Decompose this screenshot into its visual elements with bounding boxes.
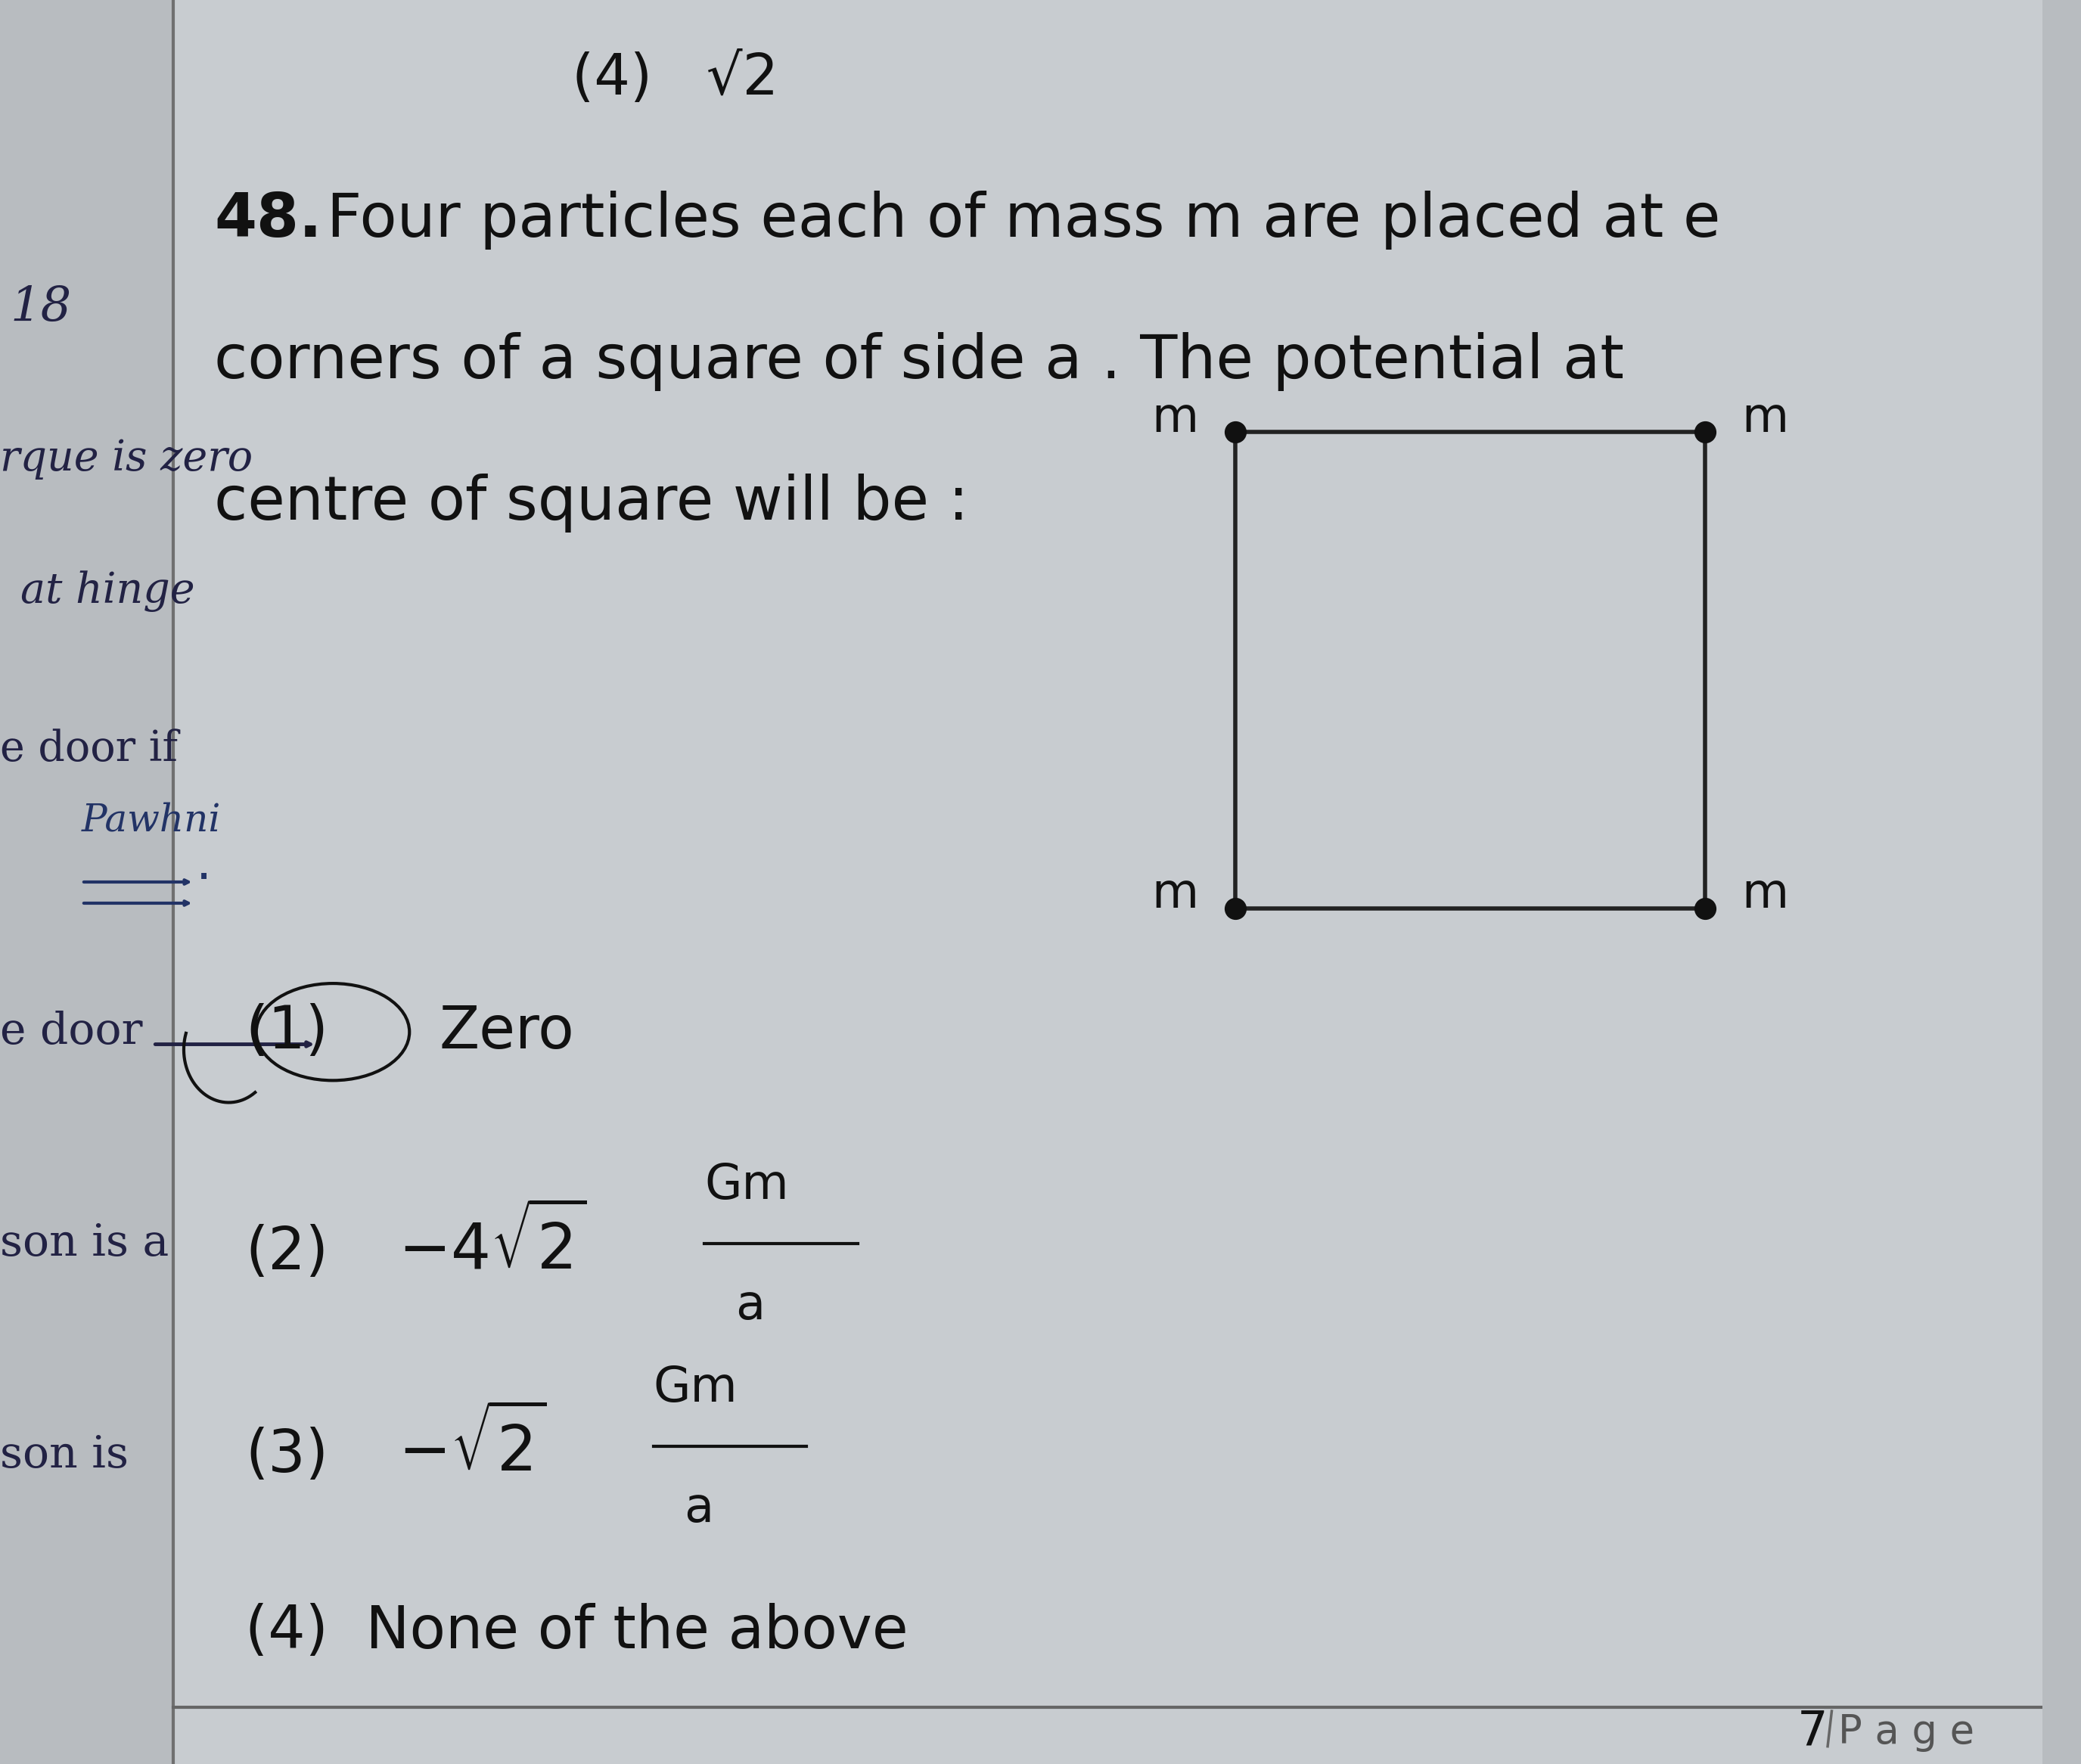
Point	[1688, 894, 1721, 923]
Text: Gm: Gm	[705, 1162, 789, 1208]
Text: Four particles each of mass m are placed at e: Four particles each of mass m are placed…	[327, 191, 1721, 250]
Text: a: a	[685, 1485, 714, 1531]
Text: (3): (3)	[246, 1427, 329, 1484]
Text: m: m	[1151, 395, 1199, 441]
Text: a: a	[735, 1282, 764, 1328]
Text: m: m	[1742, 871, 1790, 917]
Text: at hinge: at hinge	[21, 570, 196, 612]
Text: .: .	[196, 840, 212, 889]
Text: son is: son is	[0, 1434, 129, 1476]
Text: e door: e door	[0, 1011, 144, 1053]
Text: rque is zero: rque is zero	[0, 437, 252, 480]
Text: Gm: Gm	[653, 1365, 739, 1411]
Text: e door if: e door if	[0, 729, 177, 771]
Text: corners of a square of side a . The potential at: corners of a square of side a . The pote…	[214, 332, 1625, 392]
Text: (4)   √2: (4) √2	[572, 51, 778, 108]
Text: 48.: 48.	[214, 191, 323, 250]
Text: (1): (1)	[246, 1004, 329, 1060]
Text: 18: 18	[10, 286, 71, 332]
Text: (2): (2)	[246, 1224, 329, 1281]
Text: son is a: son is a	[0, 1222, 169, 1265]
Text: m: m	[1742, 395, 1790, 441]
Text: Zero: Zero	[439, 1004, 574, 1060]
Text: $-4\sqrt{2}$: $-4\sqrt{2}$	[397, 1207, 587, 1281]
Text: P a g e: P a g e	[1838, 1713, 1975, 1752]
Text: centre of square will be :: centre of square will be :	[214, 473, 970, 533]
Bar	[0, 0, 173, 1764]
Point	[1688, 418, 1721, 446]
Point	[1219, 894, 1253, 923]
Text: $-\sqrt{2}$: $-\sqrt{2}$	[397, 1409, 547, 1484]
Text: Pawhni: Pawhni	[81, 801, 221, 840]
Point	[1219, 418, 1253, 446]
Text: (4)  None of the above: (4) None of the above	[246, 1603, 907, 1660]
Text: m: m	[1151, 871, 1199, 917]
Text: 7: 7	[1798, 1709, 1827, 1755]
